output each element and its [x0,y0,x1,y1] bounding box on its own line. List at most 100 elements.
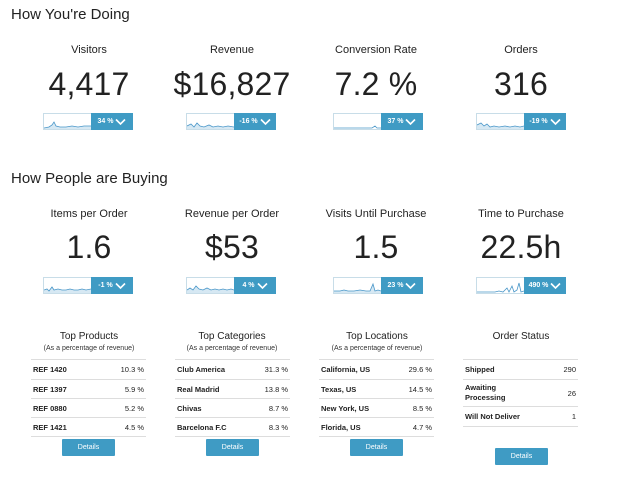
table-title: Order Status [492,331,550,342]
row-name: Chivas [177,403,202,413]
table-row: REF 1397 5.9 % [31,380,146,399]
kpi-trend: 37 % [333,113,423,130]
table-row: Florida, US 4.7 % [319,418,434,437]
chevron-down-icon [550,282,561,289]
table-subtitle: (As a percentage of revenue) [43,345,135,352]
kpi-label: Visits Until Purchase [325,208,427,220]
change-badge[interactable]: -19 % [524,113,566,130]
order-status-table: Shipped 290 Awaiting Processing 26 Will No… [463,359,578,427]
row-name: Shipped [465,365,495,374]
chevron-down-icon [115,118,127,125]
change-badge[interactable]: 4 % [234,277,276,294]
kpi-value: 1.6 [66,229,112,265]
row-value: 4.5 % [124,422,144,432]
row-name: REF 1420 [33,365,67,374]
row-value: 8.3 % [268,422,288,432]
order-status-details-button[interactable]: Details [495,448,548,465]
kpi-value: $53 [205,229,259,265]
row-value: 26 [567,388,576,398]
top-locations-details-button[interactable]: Details [350,439,403,456]
table-row: REF 0880 5.2 % [31,399,146,418]
table-subtitle: (As a percentage of revenue) [331,345,423,352]
change-value: 23 % [387,282,404,289]
kpi-value: 1.5 [353,229,399,265]
row-value: 14.5 % [408,384,432,394]
row-name: Barcelona F.C [177,422,227,432]
chevron-down-icon [405,282,417,289]
table-title: Top Products [59,331,119,342]
kpi-label: Conversion Rate [335,44,417,56]
row-value: 4.7 % [412,422,432,432]
table-row: Will Not Deliver 1 [463,407,578,427]
change-badge[interactable]: -1 % [91,277,133,294]
kpi-value: 22.5h [480,229,562,265]
row-value: 31.3 % [264,365,288,374]
row-value: 10.3 % [120,365,144,374]
change-badge[interactable]: 490 % [524,277,566,294]
top-products-table: REF 1420 10.3 % REF 1397 5.9 % REF 0880 5.2… [31,359,146,437]
chevron-down-icon [256,282,268,289]
change-badge[interactable]: 34 % [91,113,133,130]
table-row: California, US 29.6 % [319,360,434,380]
top-products-details-button[interactable]: Details [62,439,115,456]
change-value: -1 % [98,282,113,289]
kpi-trend: -1 % [43,277,133,294]
sparkline [43,113,91,130]
kpi-label: Visitors [71,44,107,56]
row-value: 290 [563,365,576,374]
table-title: Top Locations [346,331,408,342]
kpi-label: Orders [504,44,538,56]
sparkline [476,277,524,294]
kpi-value: $16,827 [173,66,291,102]
row-value: 13.8 % [264,384,288,394]
sparkline [186,113,234,130]
chevron-down-icon [115,282,126,289]
top-categories-table: Club America 31.3 % Real Madrid 13.8 % Chi… [175,359,290,437]
row-value: 1 [571,412,576,421]
chevron-down-icon [260,118,271,125]
kpi-label: Time to Purchase [478,208,564,220]
row-name: REF 0880 [33,403,67,413]
row-value: 5.2 % [124,403,144,413]
change-badge[interactable]: -16 % [234,113,276,130]
table-row: REF 1420 10.3 % [31,360,146,380]
row-name: Club America [177,365,226,374]
table-row: REF 1421 4.5 % [31,418,146,437]
change-value: -19 % [529,118,548,125]
kpi-label: Revenue per Order [184,208,280,220]
row-name: Real Madrid [177,384,220,394]
table-row: Real Madrid 13.8 % [175,380,290,399]
table-row: Chivas 8.7 % [175,399,290,418]
table-row: Texas, US 14.5 % [319,380,434,399]
sparkline [476,113,524,130]
row-name: REF 1397 [33,384,67,394]
table-subtitle: (As a percentage of revenue) [186,345,278,352]
row-name: New York, US [321,403,370,413]
row-value: 8.7 % [268,403,288,413]
table-row: Club America 31.3 % [175,360,290,380]
change-value: -16 % [239,118,258,125]
sparkline [333,113,381,130]
change-badge[interactable]: 37 % [381,113,423,130]
kpi-label: Revenue [209,44,255,56]
change-value: 4 % [242,282,255,289]
row-name: Florida, US [321,422,361,432]
section-title-buying: How People are Buying [11,170,168,187]
row-name: California, US [321,365,371,374]
kpi-trend: 4 % [186,277,276,294]
change-value: 490 % [528,282,549,289]
table-title: Top Categories [198,331,266,342]
kpi-value: 316 [494,66,548,102]
kpi-trend: -16 % [186,113,276,130]
kpi-value: 4,417 [48,66,130,102]
row-name: REF 1421 [33,422,67,432]
section-title-doing: How You're Doing [11,6,130,23]
chevron-down-icon [550,118,561,125]
row-name: Awaiting Processing [465,383,506,402]
sparkline [43,277,91,294]
top-categories-details-button[interactable]: Details [206,439,259,456]
change-badge[interactable]: 23 % [381,277,423,294]
change-value: 37 % [387,118,404,125]
table-row: Barcelona F.C 8.3 % [175,418,290,437]
sparkline [333,277,381,294]
